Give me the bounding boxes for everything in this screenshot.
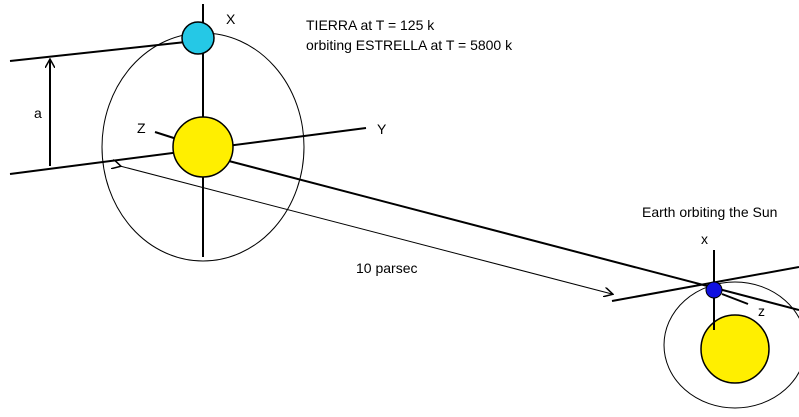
title: orbiting ESTRELLA at T = 5800 k — [306, 37, 513, 53]
y-axis-line — [611, 266, 799, 302]
label: Z — [137, 120, 146, 136]
label: a — [34, 105, 42, 121]
orbit — [663, 281, 799, 409]
label: z — [758, 303, 765, 319]
label: Y — [377, 121, 387, 137]
z-axis-line — [721, 293, 749, 305]
title: TIERRA at T = 125 k — [306, 17, 435, 33]
planet — [181, 21, 215, 55]
label: X — [226, 11, 236, 27]
planet-line — [9, 40, 196, 62]
distance-arrow — [120, 166, 612, 294]
caption: Earth orbiting the Sun — [642, 204, 777, 220]
label: 10 parsec — [356, 260, 417, 276]
star — [172, 116, 234, 178]
earth — [705, 281, 723, 299]
label: x — [701, 231, 708, 247]
sun — [700, 314, 770, 384]
